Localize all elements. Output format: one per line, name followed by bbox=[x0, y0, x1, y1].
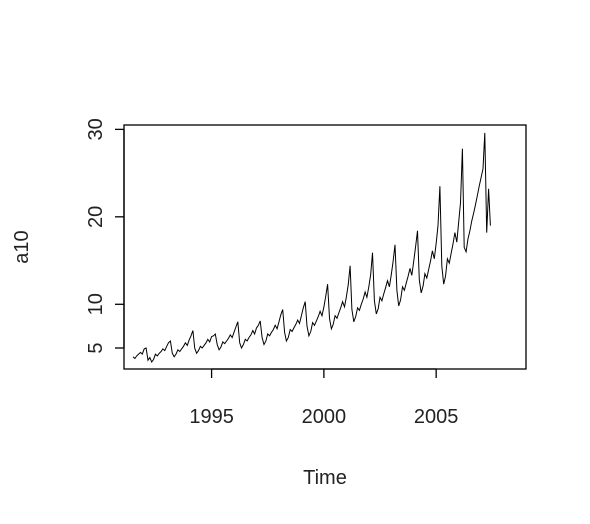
y-tick-label: 5 bbox=[85, 342, 107, 353]
y-tick-label: 10 bbox=[85, 293, 107, 315]
plot-frame bbox=[123, 124, 527, 370]
x-tick-label: 2000 bbox=[302, 406, 347, 428]
x-tick-label: 1995 bbox=[189, 406, 234, 428]
x-axis-title: Time bbox=[303, 467, 347, 489]
y-axis-title: a10 bbox=[11, 230, 33, 263]
x-tick-label: 2005 bbox=[414, 406, 459, 428]
y-tick-label: 20 bbox=[85, 206, 107, 228]
y-tick-label: 30 bbox=[85, 118, 107, 140]
series-line bbox=[132, 132, 491, 364]
